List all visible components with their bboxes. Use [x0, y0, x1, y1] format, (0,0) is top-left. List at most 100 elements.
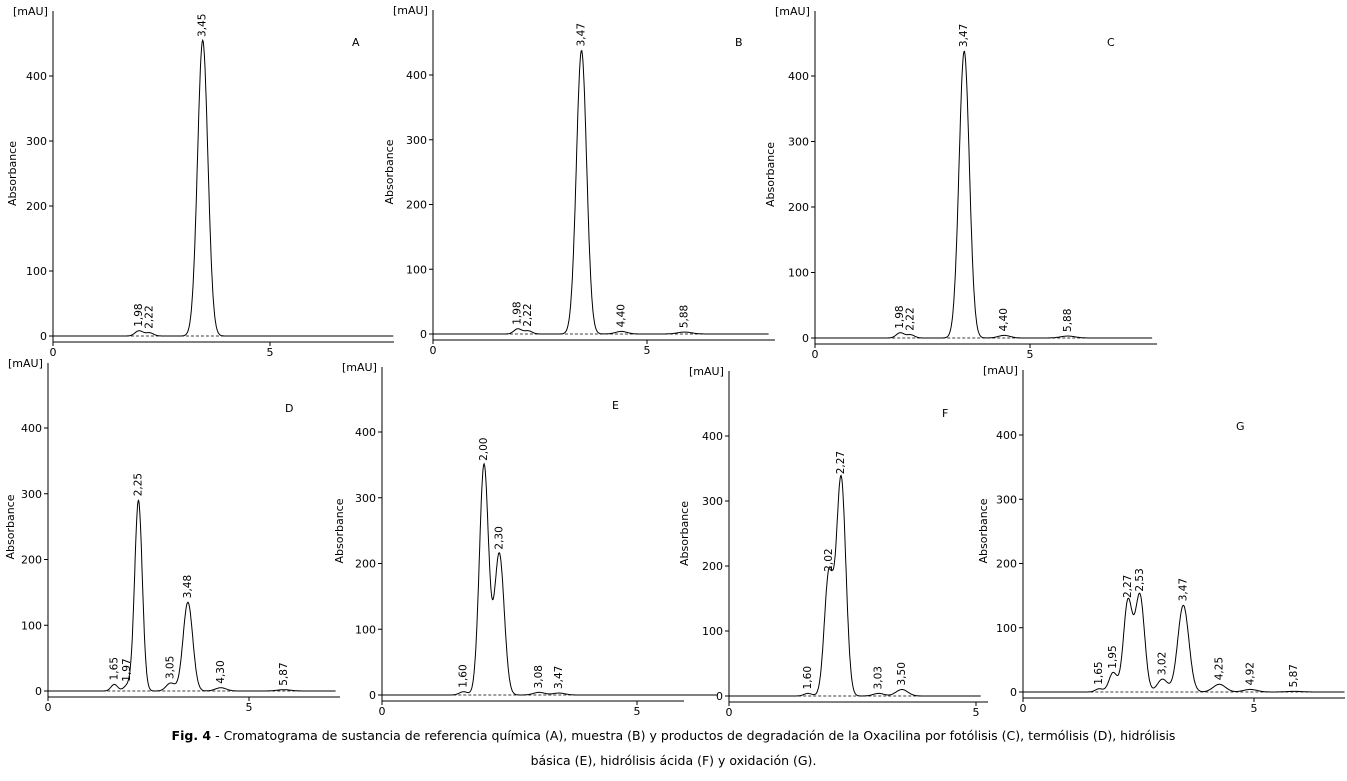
y-axis-title: Absorbance	[977, 498, 990, 563]
peak-label: 2,53	[1134, 568, 1146, 591]
chart-panel-a: 0 100 200 300 400 0 5 [mAU] Absorbance A 1,982,22 3…	[6, 5, 394, 359]
peak-label: 3,47	[553, 666, 565, 689]
unit-label: [mAU]	[13, 5, 48, 18]
peak-label: 3,50	[896, 662, 908, 685]
panel-label: B	[735, 36, 743, 49]
y-tick-label: 400	[355, 426, 376, 439]
peak-label: 5,88	[1062, 309, 1074, 332]
panel-label: E	[612, 399, 619, 412]
y-tick-label: 100	[355, 623, 376, 636]
y-tick-label: 0	[35, 685, 42, 698]
y-tick-label: 300	[788, 136, 809, 149]
panel-label: A	[352, 36, 360, 49]
x-tick-label: 0	[50, 346, 57, 359]
y-tick-label: 0	[369, 689, 376, 702]
chart-panel-f: 0 100 200 300 400 0 5 [mAU] Absorbance F 1,60 2,02 2…	[678, 365, 988, 719]
chart-panel-b: 0 100 200 300 400 0 5 [mAU] Absorbance B 1,982,22 3…	[383, 4, 775, 357]
y-tick-label: 0	[1010, 686, 1017, 699]
y-axis-title: Absorbance	[678, 501, 691, 566]
panel-label: G	[1236, 420, 1245, 433]
y-tick-label: 0	[420, 328, 427, 341]
peak-label: 4,40	[998, 308, 1010, 331]
y-tick-label: 300	[702, 495, 723, 508]
y-axis-title: Absorbance	[333, 498, 346, 563]
y-tick-label: 100	[406, 263, 427, 276]
y-tick-label: 100	[702, 625, 723, 638]
peak-label: 2,25	[132, 473, 144, 496]
peak-label: 4,30	[215, 660, 227, 683]
y-tick-label: 200	[406, 199, 427, 212]
chromatogram-trace	[729, 474, 981, 697]
y-tick-label: 300	[996, 493, 1017, 506]
x-tick-label: 0	[726, 706, 733, 719]
figure-label: Fig. 4	[171, 728, 212, 743]
x-tick-label: 0	[379, 705, 386, 718]
chromatogram-trace	[48, 499, 336, 692]
y-tick-label: 200	[26, 200, 47, 213]
chromatogram-trace	[53, 38, 394, 337]
figure-caption-line-1: Fig. 4 - Cromatograma de sustancia de re…	[0, 728, 1347, 743]
peak-label: 4,40	[615, 304, 627, 327]
x-tick-label: 5	[973, 706, 980, 719]
y-tick-label: 200	[355, 558, 376, 571]
x-tick-label: 5	[634, 705, 641, 718]
x-tick-label: 5	[246, 701, 253, 714]
y-tick-label: 100	[788, 267, 809, 280]
x-tick-label: 0	[430, 344, 437, 357]
x-tick-label: 0	[812, 348, 819, 361]
y-tick-label: 300	[406, 134, 427, 147]
y-tick-label: 300	[26, 135, 47, 148]
y-tick-label: 400	[702, 430, 723, 443]
y-tick-label: 0	[716, 690, 723, 703]
y-tick-label: 300	[21, 488, 42, 501]
y-axis-title: Absorbance	[4, 494, 17, 559]
y-axis-title: Absorbance	[383, 139, 396, 204]
y-tick-label: 400	[26, 70, 47, 83]
y-axis-title: Absorbance	[764, 142, 777, 207]
peak-label: 2,22	[522, 303, 534, 326]
peak-label: 2,00	[478, 438, 490, 461]
unit-label: [mAU]	[393, 4, 428, 17]
y-tick-label: 400	[788, 70, 809, 83]
peak-label: 1,95	[1107, 645, 1119, 668]
peak-label: 1,98	[512, 301, 524, 324]
chromatogram-trace	[815, 50, 1153, 339]
unit-label: [mAU]	[8, 357, 43, 370]
chart-panel-e: 0 100 200 300 400 0 5 [mAU] Absorbance E 1,60 2,00 2…	[333, 361, 717, 718]
peak-label: 1,65	[108, 657, 120, 680]
x-tick-label: 5	[1027, 348, 1034, 361]
y-axis-title: Absorbance	[6, 141, 19, 206]
y-tick-label: 400	[406, 69, 427, 82]
peak-label: 2,22	[905, 307, 917, 330]
peak-label: 4,25	[1213, 657, 1225, 680]
chromatogram-trace	[382, 462, 717, 696]
peak-label: 2,02	[823, 548, 835, 571]
y-tick-label: 200	[702, 560, 723, 573]
peak-label: 3,02	[1157, 652, 1169, 675]
y-tick-label: 100	[26, 265, 47, 278]
peak-label: 4,92	[1244, 662, 1256, 685]
caption-text-1: - Cromatograma de sustancia de referenci…	[211, 728, 1176, 743]
unit-label: [mAU]	[689, 365, 724, 378]
y-tick-label: 0	[802, 332, 809, 345]
y-tick-label: 400	[996, 429, 1017, 442]
x-tick-label: 0	[45, 701, 52, 714]
chart-panel-c: 0 100 200 300 400 0 5 [mAU] Absorbance C 1,982,22 3…	[764, 5, 1157, 361]
x-tick-label: 5	[267, 346, 274, 359]
peak-label: 3,08	[533, 665, 545, 688]
chart-panel-d: 0 100 200 300 400 0 5 [mAU] Absorbance D 1,65 1,97 2…	[4, 357, 340, 714]
y-tick-label: 200	[788, 201, 809, 214]
y-tick-label: 300	[355, 492, 376, 505]
peak-label: 1,60	[802, 666, 814, 689]
y-tick-label: 200	[996, 558, 1017, 571]
panel-label: F	[942, 407, 948, 420]
panel-label: C	[1107, 36, 1115, 49]
chart-panel-g: 0 100 200 300 400 0 5 [mAU] Absorbance G 1,651,95 2…	[977, 364, 1345, 715]
unit-label: [mAU]	[983, 364, 1018, 377]
unit-label: [mAU]	[775, 5, 810, 18]
peak-label: 5,87	[278, 662, 290, 685]
peak-label: 2,22	[143, 305, 155, 328]
peak-label: 3,47	[958, 24, 970, 47]
peak-label: 5,87	[1288, 664, 1300, 687]
